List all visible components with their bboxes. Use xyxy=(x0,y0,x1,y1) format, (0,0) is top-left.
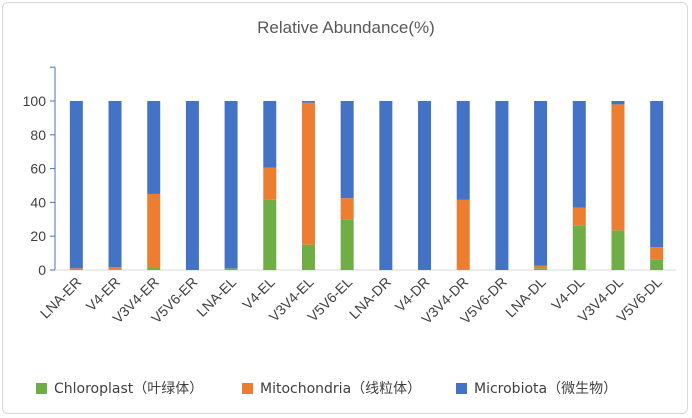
bar-segment xyxy=(147,193,161,268)
bar-segment xyxy=(301,244,315,270)
y-tick-label: 100 xyxy=(23,93,47,109)
y-tick-label: 60 xyxy=(30,161,46,177)
bar-segment xyxy=(572,101,586,208)
x-tick-label: LNA-DL xyxy=(502,274,549,321)
bar-segment xyxy=(456,199,470,270)
y-tick-label: 0 xyxy=(38,262,46,278)
bar-segment xyxy=(611,104,625,231)
bar-segment xyxy=(650,101,664,248)
legend-label: Mitochondria（线粒体） xyxy=(260,381,421,397)
bar-segment xyxy=(572,207,586,226)
chart-title: Relative Abundance(%) xyxy=(257,18,435,37)
bar-segment xyxy=(340,219,354,270)
bar-segment xyxy=(224,101,238,269)
bar-segment xyxy=(495,101,509,270)
y-tick-label: 40 xyxy=(30,194,46,210)
y-tick-label: 20 xyxy=(30,228,46,244)
bar-segment xyxy=(263,101,277,168)
bar-segment xyxy=(108,101,122,268)
bar-segment xyxy=(108,269,122,270)
legend-swatch xyxy=(36,383,47,394)
x-tick-label: LNA-DR xyxy=(346,274,394,322)
bar-segment xyxy=(340,101,354,199)
bar-segment xyxy=(572,225,586,270)
bar-segment xyxy=(69,269,83,270)
bar-segment xyxy=(650,259,664,270)
bar-segment xyxy=(379,101,393,270)
bar-segment xyxy=(147,267,161,270)
bar-segment xyxy=(69,101,83,269)
bar-segment xyxy=(611,230,625,270)
x-tick-label: LNA-EL xyxy=(193,274,239,320)
bar-segment xyxy=(224,268,238,270)
bar-segment xyxy=(263,167,277,200)
bar-segment xyxy=(147,101,161,194)
bar-segment xyxy=(456,101,470,200)
y-tick-label: 80 xyxy=(30,127,46,143)
bar-segment xyxy=(301,101,315,103)
legend-label: Chloroplast（叶绿体） xyxy=(54,381,203,397)
bar-segment xyxy=(418,101,432,270)
legend-label: Microbiota（微生物） xyxy=(474,381,617,397)
bar-segment xyxy=(340,198,354,220)
bar-segment xyxy=(456,269,470,270)
bar-segment xyxy=(534,265,548,269)
bars-group xyxy=(69,101,664,270)
legend: Chloroplast（叶绿体） Mitochondria（线粒体） Microbi… xyxy=(36,381,617,397)
bar-segment xyxy=(534,101,548,266)
bar-segment xyxy=(263,199,277,270)
bar-segment xyxy=(69,268,83,270)
legend-swatch xyxy=(242,383,253,394)
bar-segment xyxy=(611,101,625,105)
bar-segment xyxy=(108,267,122,270)
x-tick-label: LNA-ER xyxy=(37,274,85,322)
bar-segment xyxy=(301,102,315,245)
legend-swatch xyxy=(456,383,467,394)
bar-segment xyxy=(650,247,664,260)
bar-segment xyxy=(534,268,548,270)
bar-segment xyxy=(185,101,199,270)
